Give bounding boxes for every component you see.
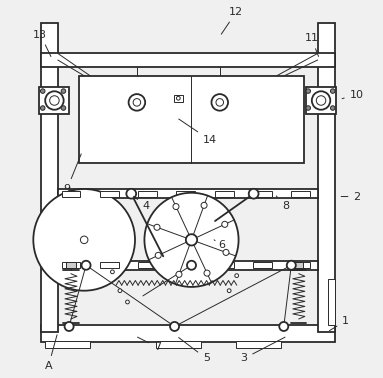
Circle shape [176, 271, 182, 277]
Text: 5: 5 [178, 338, 210, 364]
Circle shape [80, 236, 88, 243]
Circle shape [223, 249, 229, 256]
Circle shape [222, 221, 228, 227]
Circle shape [61, 89, 66, 93]
Circle shape [331, 106, 335, 110]
Bar [138, 191, 157, 197]
Bar [39, 87, 69, 114]
Bar [138, 262, 157, 268]
Circle shape [170, 322, 179, 331]
Circle shape [331, 89, 335, 93]
Text: 8: 8 [276, 196, 289, 211]
Circle shape [287, 261, 296, 270]
Bar [306, 87, 337, 114]
Bar [294, 262, 303, 268]
Bar [318, 23, 335, 332]
Circle shape [41, 89, 45, 93]
Bar [215, 191, 234, 197]
Bar [100, 191, 119, 197]
Text: 11: 11 [304, 33, 319, 56]
Bar [62, 191, 80, 197]
Bar [253, 191, 272, 197]
Bar [156, 341, 201, 348]
Bar [62, 262, 80, 268]
Bar [67, 262, 75, 268]
Text: 10: 10 [342, 90, 364, 100]
Circle shape [50, 96, 59, 105]
Circle shape [45, 91, 64, 110]
Bar [177, 191, 195, 197]
Circle shape [235, 274, 239, 277]
Bar [328, 279, 335, 325]
Circle shape [144, 193, 239, 287]
Text: 12: 12 [221, 7, 243, 34]
Circle shape [312, 91, 330, 110]
Text: 3: 3 [241, 337, 285, 364]
Bar [41, 23, 58, 332]
Circle shape [306, 89, 311, 93]
Circle shape [129, 94, 145, 111]
Bar [45, 341, 90, 348]
Circle shape [65, 322, 74, 331]
Bar [177, 262, 195, 268]
Circle shape [279, 322, 288, 331]
Circle shape [249, 189, 259, 198]
Circle shape [82, 261, 90, 270]
Text: 7: 7 [137, 337, 161, 352]
Circle shape [204, 270, 210, 276]
Circle shape [41, 106, 45, 110]
Circle shape [126, 300, 129, 304]
Text: 6: 6 [214, 240, 225, 251]
Text: 1: 1 [329, 316, 349, 331]
Bar [215, 262, 234, 268]
Circle shape [306, 106, 311, 110]
Circle shape [61, 106, 66, 110]
Text: 4: 4 [133, 196, 150, 211]
Circle shape [201, 202, 207, 208]
Bar [58, 189, 318, 198]
Bar [41, 325, 335, 342]
Circle shape [186, 234, 197, 245]
Circle shape [177, 96, 180, 100]
Circle shape [133, 99, 141, 106]
Text: A: A [45, 335, 57, 371]
Circle shape [187, 261, 196, 270]
Circle shape [154, 224, 160, 230]
Text: 9: 9 [64, 154, 81, 194]
Circle shape [216, 99, 224, 106]
Bar [253, 262, 272, 268]
Circle shape [111, 270, 114, 274]
Circle shape [227, 289, 231, 293]
Text: 14: 14 [179, 119, 217, 145]
Bar [291, 191, 310, 197]
Circle shape [211, 94, 228, 111]
Circle shape [155, 253, 161, 259]
Circle shape [33, 189, 135, 291]
Bar [291, 262, 310, 268]
Circle shape [126, 189, 136, 198]
Bar [79, 76, 304, 163]
Circle shape [173, 203, 179, 209]
Bar [174, 95, 183, 102]
Bar [100, 262, 119, 268]
Text: 2: 2 [341, 192, 360, 201]
Bar [41, 53, 335, 67]
Circle shape [118, 289, 122, 293]
Text: 13: 13 [33, 29, 51, 57]
Bar [58, 260, 318, 270]
Bar [236, 341, 281, 348]
Circle shape [316, 96, 326, 105]
